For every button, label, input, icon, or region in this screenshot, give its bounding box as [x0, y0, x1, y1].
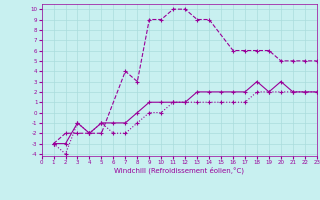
X-axis label: Windchill (Refroidissement éolien,°C): Windchill (Refroidissement éolien,°C)	[114, 167, 244, 174]
